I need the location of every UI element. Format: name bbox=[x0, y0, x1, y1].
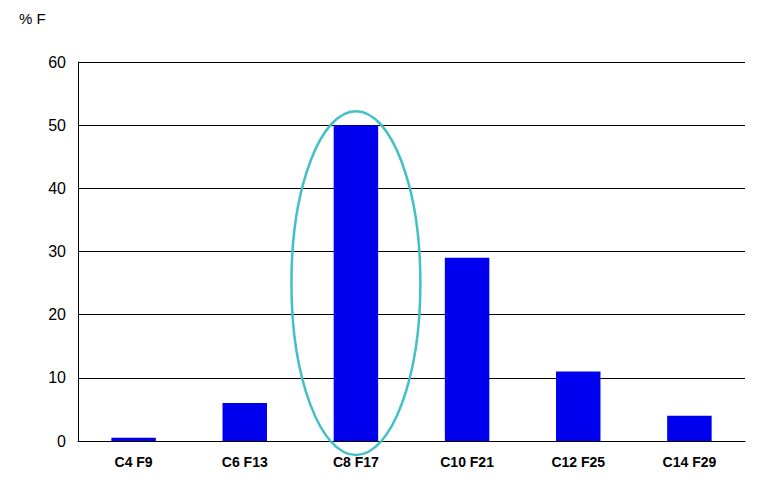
svg-text:% F: % F bbox=[19, 10, 46, 27]
svg-text:C12 F25: C12 F25 bbox=[551, 454, 605, 470]
svg-text:50: 50 bbox=[48, 117, 66, 134]
svg-text:C10 F21: C10 F21 bbox=[440, 454, 494, 470]
svg-text:C14 F29: C14 F29 bbox=[663, 454, 717, 470]
svg-text:60: 60 bbox=[48, 54, 66, 71]
svg-text:10: 10 bbox=[48, 369, 66, 386]
svg-text:0: 0 bbox=[57, 433, 66, 450]
svg-text:C8 F17: C8 F17 bbox=[333, 454, 379, 470]
svg-text:40: 40 bbox=[48, 180, 66, 197]
svg-text:20: 20 bbox=[48, 306, 66, 323]
svg-text:C4 F9: C4 F9 bbox=[115, 454, 153, 470]
svg-text:30: 30 bbox=[48, 243, 66, 260]
svg-text:C6 F13: C6 F13 bbox=[222, 454, 268, 470]
